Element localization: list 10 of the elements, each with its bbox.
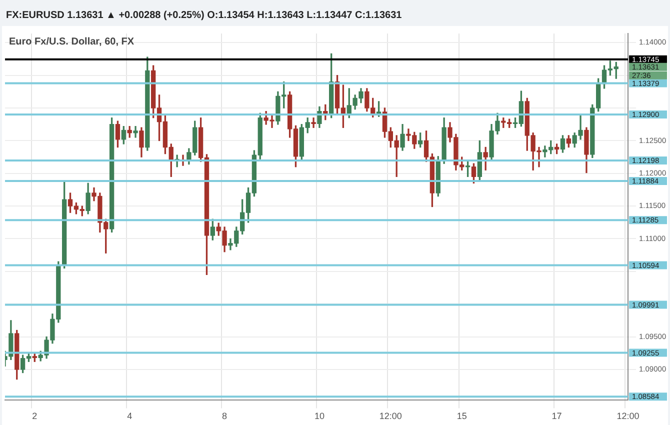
x-tick-label: 15 <box>456 411 467 422</box>
x-tick-label: 12:00 <box>616 411 640 422</box>
x-tick-label: 12:00 <box>379 411 402 422</box>
chart-subtitle: Euro Fx/U.S. Dollar, 60, FX <box>9 36 134 48</box>
x-tick-label: 10 <box>314 411 324 422</box>
x-tick-label: 4 <box>127 411 132 422</box>
x-tick-label: 8 <box>222 411 228 422</box>
chart-title: FX:EURUSD 1.13631 ▲ +0.00288 (+0.25%) O:1.13454 H:1.13643 L:1.13447 C:1.13631 <box>6 10 402 21</box>
x-tick-label: 2 <box>32 411 38 422</box>
x-tick-label: 17 <box>552 411 562 422</box>
